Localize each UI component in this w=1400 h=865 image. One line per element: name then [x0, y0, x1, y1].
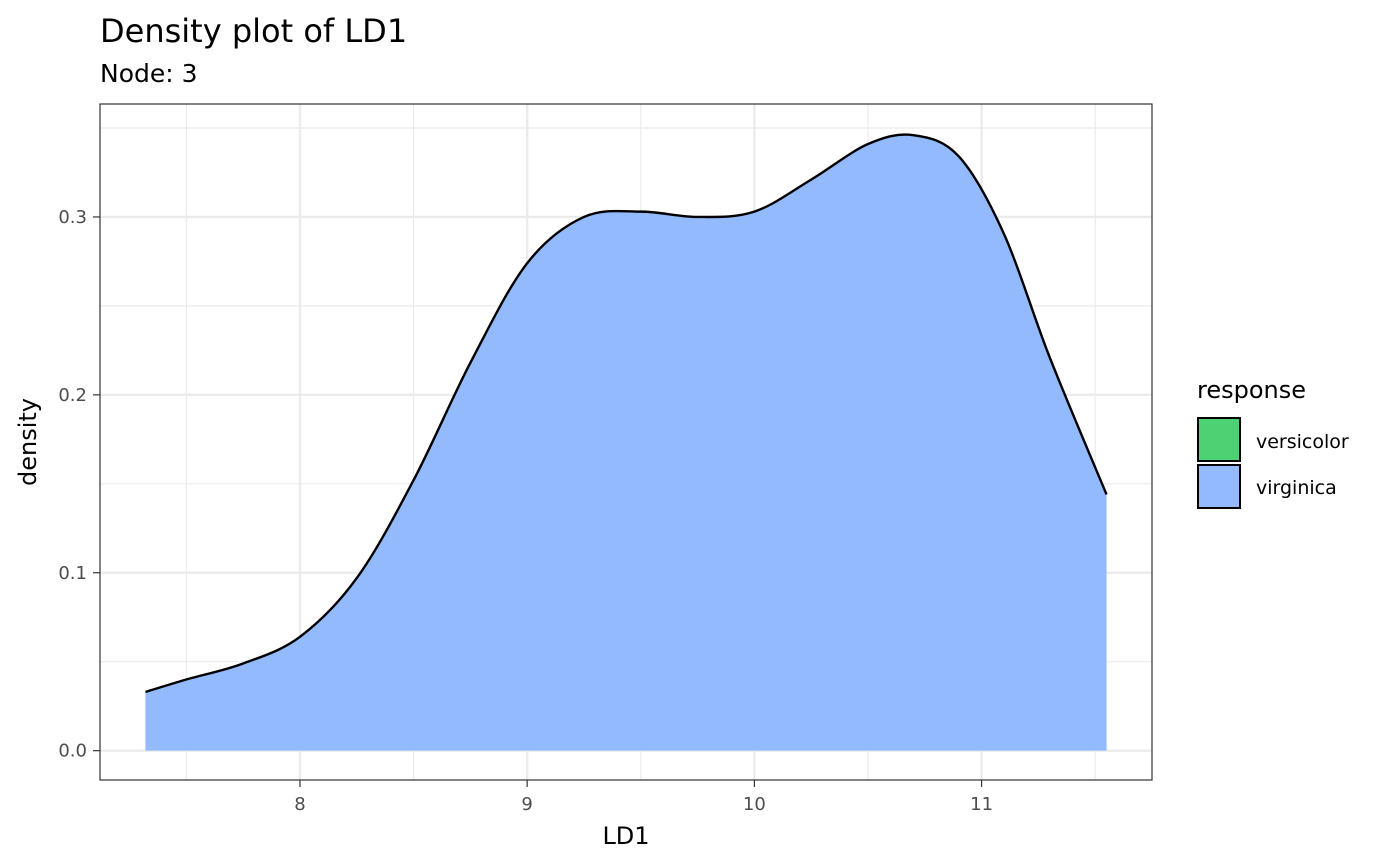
- x-tick-label: 8: [294, 794, 305, 815]
- chart-subtitle: Node: 3: [100, 59, 198, 88]
- legend: response versicolor virginica: [1197, 376, 1349, 509]
- density-area-virginica: [145, 134, 1107, 751]
- legend-title: response: [1197, 376, 1306, 404]
- density-line-virginica: [145, 133, 1108, 694]
- chart-title: Density plot of LD1: [100, 12, 407, 50]
- y-tick-label: 0.3: [58, 207, 87, 228]
- y-tick-label: 0.0: [58, 741, 87, 762]
- x-axis-title: LD1: [602, 822, 649, 850]
- plot-panel: [99, 103, 1153, 781]
- y-axis-title: density: [14, 398, 42, 486]
- x-tick-label: 11: [970, 794, 993, 815]
- legend-label-versicolor: versicolor: [1256, 431, 1349, 453]
- legend-key-versicolor: [1197, 417, 1241, 462]
- panel-border: [99, 103, 1153, 781]
- legend-label-virginica: virginica: [1256, 477, 1337, 499]
- y-tick-label: 0.1: [58, 563, 87, 584]
- y-axis: 0.0 0.1 0.2 0.3: [58, 207, 100, 762]
- y-tick-label: 0.2: [58, 385, 87, 406]
- x-tick-label: 10: [743, 794, 766, 815]
- x-axis: 8 9 10 11: [294, 780, 993, 815]
- x-tick-label: 9: [521, 794, 532, 815]
- legend-key-virginica: [1197, 464, 1241, 509]
